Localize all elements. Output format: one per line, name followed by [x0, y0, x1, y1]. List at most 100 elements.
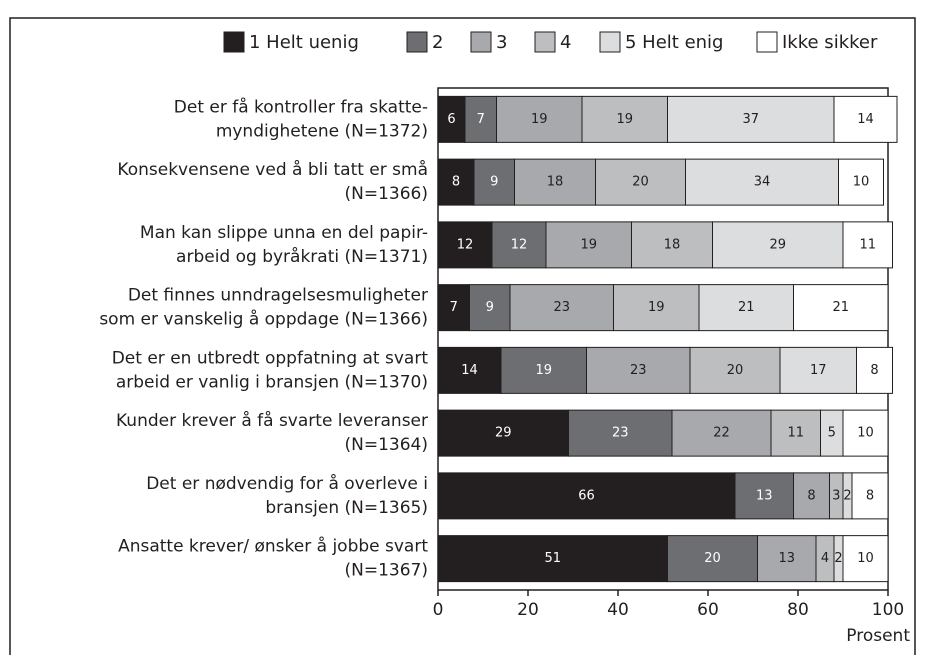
bar-segment [833, 95, 898, 143]
legend-swatch [406, 31, 428, 53]
value-label: 10 [857, 426, 874, 441]
bar-segment [437, 346, 502, 394]
value-label: 19 [531, 112, 548, 127]
value-label: 6 [447, 112, 455, 127]
legend-swatch [470, 31, 492, 53]
value-label: 5 [828, 426, 836, 441]
category-label: Det finnes unndragelsesmuligheter [128, 286, 428, 306]
value-label: 18 [664, 237, 681, 252]
legend-label: 5 Helt enig [625, 32, 723, 53]
value-label: 4 [821, 551, 829, 566]
value-label: 20 [632, 175, 649, 190]
bar-segment [437, 409, 569, 457]
x-tick-label: 80 [787, 600, 809, 620]
value-label: 14 [857, 112, 874, 127]
value-label: 19 [535, 363, 552, 378]
value-label: 12 [511, 237, 528, 252]
x-tick-label: 40 [607, 600, 629, 620]
bar-segment [496, 95, 583, 143]
value-label: 29 [495, 426, 512, 441]
value-label: 13 [756, 488, 773, 503]
value-label: 9 [486, 300, 494, 315]
legend-label: 2 [432, 32, 443, 53]
value-label: 2 [843, 488, 851, 503]
value-label: 17 [810, 363, 827, 378]
value-label: 66 [578, 488, 595, 503]
bar-segment [842, 535, 889, 583]
value-label: 23 [630, 363, 647, 378]
value-label: 21 [738, 300, 755, 315]
bar-segment [581, 95, 668, 143]
bar-segment [671, 409, 772, 457]
legend-label: Ikke sikker [782, 32, 878, 53]
value-label: 21 [832, 300, 849, 315]
x-tick-label: 0 [433, 600, 444, 620]
value-label: 20 [727, 363, 744, 378]
value-label: 7 [477, 112, 485, 127]
bar-segment [793, 284, 889, 332]
value-label: 23 [612, 426, 629, 441]
bar-segment [586, 346, 691, 394]
x-tick-label: 100 [872, 600, 904, 620]
category-label: Kunder krever å få svarte leveranser [116, 410, 428, 431]
legend-label: 1 Helt uenig [249, 32, 359, 53]
value-label: 8 [807, 488, 815, 503]
bar-segment [698, 284, 794, 332]
bar-segment [842, 409, 889, 457]
value-label: 14 [461, 363, 478, 378]
value-label: 29 [769, 237, 786, 252]
bar-segment [473, 158, 515, 206]
value-label: 34 [754, 175, 771, 190]
category-label: Man kan slippe unna en del papir- [140, 223, 428, 243]
category-label: som er vanskelig å oppdage (N=1366) [99, 309, 428, 330]
value-label: 2 [834, 551, 842, 566]
value-label: 23 [553, 300, 570, 315]
bar-segment [500, 346, 587, 394]
bar-segment [757, 535, 817, 583]
value-label: 8 [452, 175, 460, 190]
bar-segment [464, 95, 497, 143]
category-label: (N=1366) [345, 184, 429, 204]
category-label: myndighetene (N=1372) [216, 121, 428, 141]
bar-segment [437, 95, 466, 143]
legend-label: 4 [560, 32, 571, 53]
legend-swatch [599, 31, 621, 53]
bar-segment [437, 284, 470, 332]
value-label: 11 [787, 426, 804, 441]
category-label: arbeid og byråkrati (N=1371) [176, 246, 428, 267]
bar-segment [685, 158, 839, 206]
value-label: 10 [853, 175, 870, 190]
legend-label: 3 [496, 32, 507, 53]
bar-segment [712, 221, 844, 269]
value-label: 19 [648, 300, 665, 315]
legend-swatch [223, 31, 245, 53]
category-label: (N=1367) [345, 561, 429, 581]
value-label: 19 [580, 237, 597, 252]
bar-segment [437, 472, 736, 520]
x-axis-label: Prosent [846, 626, 910, 646]
category-label: Det er nødvendig for å overleve i [146, 473, 428, 494]
bar-segment [514, 158, 596, 206]
value-label: 51 [544, 551, 561, 566]
x-tick-label: 20 [517, 600, 539, 620]
frame [9, 17, 916, 655]
x-tick-label: 60 [697, 600, 719, 620]
legend-swatch [534, 31, 556, 53]
bar-segment [437, 221, 493, 269]
value-label: 8 [870, 363, 878, 378]
bar-segment [595, 158, 686, 206]
bar-segment [851, 472, 889, 520]
bar-segment [689, 346, 781, 394]
value-label: 7 [450, 300, 458, 315]
bar-segment [793, 472, 830, 520]
category-label: Det er en utbredt oppfatning at svart [112, 348, 429, 368]
value-label: 12 [457, 237, 474, 252]
category-label: arbeid er vanlig i bransjen (N=1370) [116, 372, 428, 392]
category-label: Ansatte krever/ ønsker å jobbe svart [118, 536, 428, 557]
bar-segment [509, 284, 614, 332]
legend-swatch [756, 31, 778, 53]
value-label: 3 [832, 488, 840, 503]
bar-segment [856, 346, 893, 394]
value-label: 37 [742, 112, 759, 127]
